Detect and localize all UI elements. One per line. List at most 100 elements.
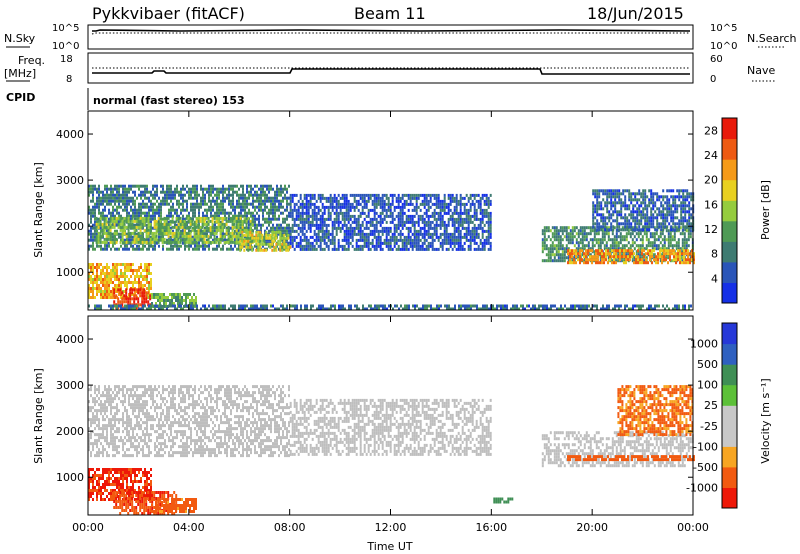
- scatter-cell: [575, 226, 578, 230]
- scatter-cell: [391, 238, 394, 242]
- scatter-cell: [151, 296, 153, 299]
- scatter-cell: [311, 241, 314, 245]
- scatter-cell: [583, 259, 586, 263]
- scatter-cell: [145, 216, 148, 220]
- scatter-cell: [351, 238, 354, 242]
- scatter-cell: [237, 231, 240, 235]
- scatter-cell: [167, 231, 170, 235]
- scatter-cell: [152, 208, 154, 212]
- scatter-cell: [597, 238, 600, 242]
- scatter-cell: [311, 235, 314, 239]
- scatter-cell: [309, 196, 312, 200]
- scatter-cell: [195, 302, 197, 305]
- scatter-cell: [401, 217, 404, 221]
- scatter-cell: [140, 184, 142, 188]
- scatter-cell: [619, 252, 621, 256]
- scatter-cell: [246, 187, 248, 191]
- scatter-cell: [327, 217, 330, 221]
- scatter-cell: [104, 272, 106, 275]
- scatter-cell: [323, 217, 326, 221]
- scatter-cell: [321, 226, 324, 230]
- scatter-cell: [213, 240, 216, 244]
- scatter-cell: [130, 196, 132, 200]
- scatter-cell: [124, 269, 126, 272]
- scatter-cell: [391, 232, 394, 236]
- scatter-cell: [371, 229, 374, 233]
- scatter-cell: [170, 235, 172, 239]
- scatter-cell: [383, 241, 386, 245]
- scatter-cell: [313, 214, 316, 218]
- scatter-cell: [184, 247, 186, 251]
- scatter-cell: [634, 228, 637, 232]
- scatter-cell: [146, 266, 148, 269]
- scatter-cell: [282, 220, 284, 224]
- scatter-cell: [325, 241, 328, 245]
- scatter-cell: [345, 214, 348, 218]
- scatter-cell: [598, 201, 601, 205]
- scatter-cell: [230, 187, 232, 191]
- scatter-cell: [653, 226, 656, 230]
- scatter-cell: [241, 222, 244, 226]
- scatter-cell: [187, 293, 189, 296]
- scatter-cell: [132, 211, 134, 215]
- scatter-cell: [268, 187, 270, 191]
- scatter-cell: [618, 210, 621, 214]
- scatter-cell: [611, 261, 613, 265]
- scatter-cell: [139, 228, 142, 232]
- scatter-cell: [102, 199, 104, 203]
- scatter-cell: [413, 232, 416, 236]
- scatter-cell: [241, 219, 244, 223]
- scatter-cell: [255, 248, 258, 252]
- scatter-cell: [319, 244, 322, 248]
- scatter-cell: [423, 241, 426, 245]
- scatter-cell: [110, 187, 112, 191]
- scatter-cell: [100, 296, 102, 299]
- scatter-cell: [638, 213, 641, 217]
- scatter-cell: [251, 233, 254, 237]
- scatter-cell: [98, 290, 100, 293]
- scatter-cell: [168, 196, 170, 200]
- scatter-cell: [319, 235, 322, 239]
- scatter-cell: [132, 190, 134, 194]
- scatter-cell: [173, 302, 175, 305]
- scatter-cell: [616, 216, 619, 220]
- scatter-cell: [673, 238, 676, 242]
- scatter-cell: [676, 216, 679, 220]
- scatter-cell: [305, 202, 308, 206]
- scatter-cell: [130, 187, 132, 191]
- scatter-cell: [106, 281, 108, 284]
- scatter-cell: [387, 226, 390, 230]
- scatter-cell: [154, 247, 156, 251]
- scatter-cell: [583, 232, 586, 236]
- scatter-cell: [102, 208, 104, 212]
- scatter-cell: [195, 225, 198, 229]
- scatter-cell: [668, 204, 671, 208]
- scatter-cell: [160, 205, 162, 209]
- scatter-cell: [244, 226, 246, 230]
- scatter-cell: [120, 214, 122, 218]
- scatter-cell: [543, 235, 546, 239]
- scatter-cell: [615, 238, 618, 242]
- scatter-cell: [142, 244, 144, 248]
- scatter-cell: [247, 216, 250, 220]
- scatter-cell: [231, 240, 234, 244]
- scatter-cell: [185, 296, 187, 299]
- scatter-cell: [244, 244, 246, 248]
- scatter-cell: [98, 278, 100, 281]
- scatter-cell: [305, 214, 308, 218]
- scatter-cell: [321, 202, 324, 206]
- scatter-cell: [642, 189, 645, 193]
- scatter-cell: [270, 184, 272, 188]
- scatter-cell: [169, 231, 172, 235]
- scatter-cell: [127, 222, 130, 226]
- scatter-cell: [127, 231, 130, 235]
- scatter-cell: [261, 242, 264, 246]
- scatter-cell: [182, 217, 184, 221]
- scatter-cell: [109, 222, 112, 226]
- scatter-cell: [665, 258, 667, 262]
- scatter-cell: [375, 229, 378, 233]
- scatter-cell: [561, 259, 564, 263]
- scatter-cell: [630, 198, 633, 202]
- scatter-cell: [100, 269, 102, 272]
- scatter-cell: [118, 235, 120, 239]
